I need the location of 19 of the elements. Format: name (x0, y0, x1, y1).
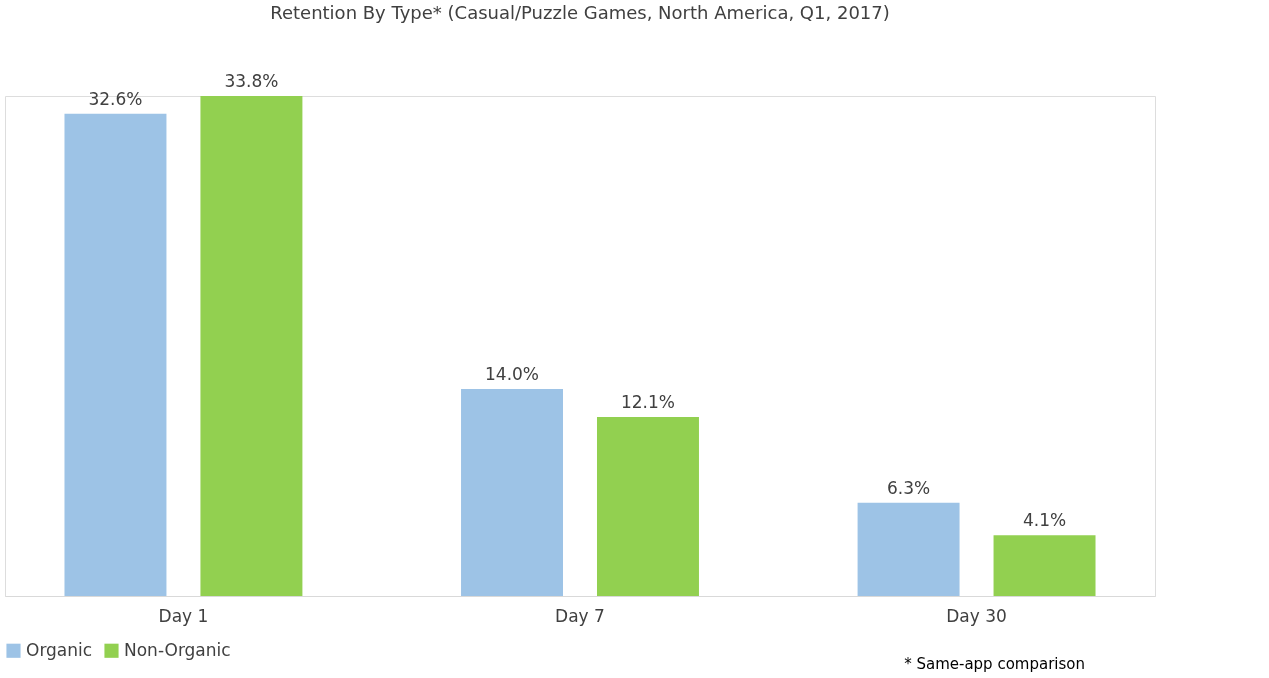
bar (597, 417, 699, 596)
text: * Same-app comparison (904, 655, 1085, 673)
data-label: 33.8% (224, 71, 279, 91)
bar (857, 502, 960, 596)
legend-label: Non-Organic (124, 639, 231, 660)
data-label: 32.6% (88, 88, 143, 109)
bar (64, 113, 167, 596)
chart-title: Retention By Type* (Casual/Puzzle Games, North America, Q1, 2017) (270, 2, 890, 23)
legend-label: Organic (26, 639, 93, 660)
data-label: 4.1% (1022, 510, 1067, 531)
data-label: 6.3% (886, 477, 931, 498)
bar (461, 388, 563, 596)
x-tick-label: Day 1 (158, 605, 209, 626)
x-tick-label: Day 7 (555, 605, 605, 626)
x-tick-label: Day 30 (946, 605, 1007, 626)
data-label: 14.0% (485, 363, 540, 384)
bar (200, 96, 303, 596)
bar (993, 535, 1096, 596)
data-label: 12.1% (620, 392, 675, 413)
